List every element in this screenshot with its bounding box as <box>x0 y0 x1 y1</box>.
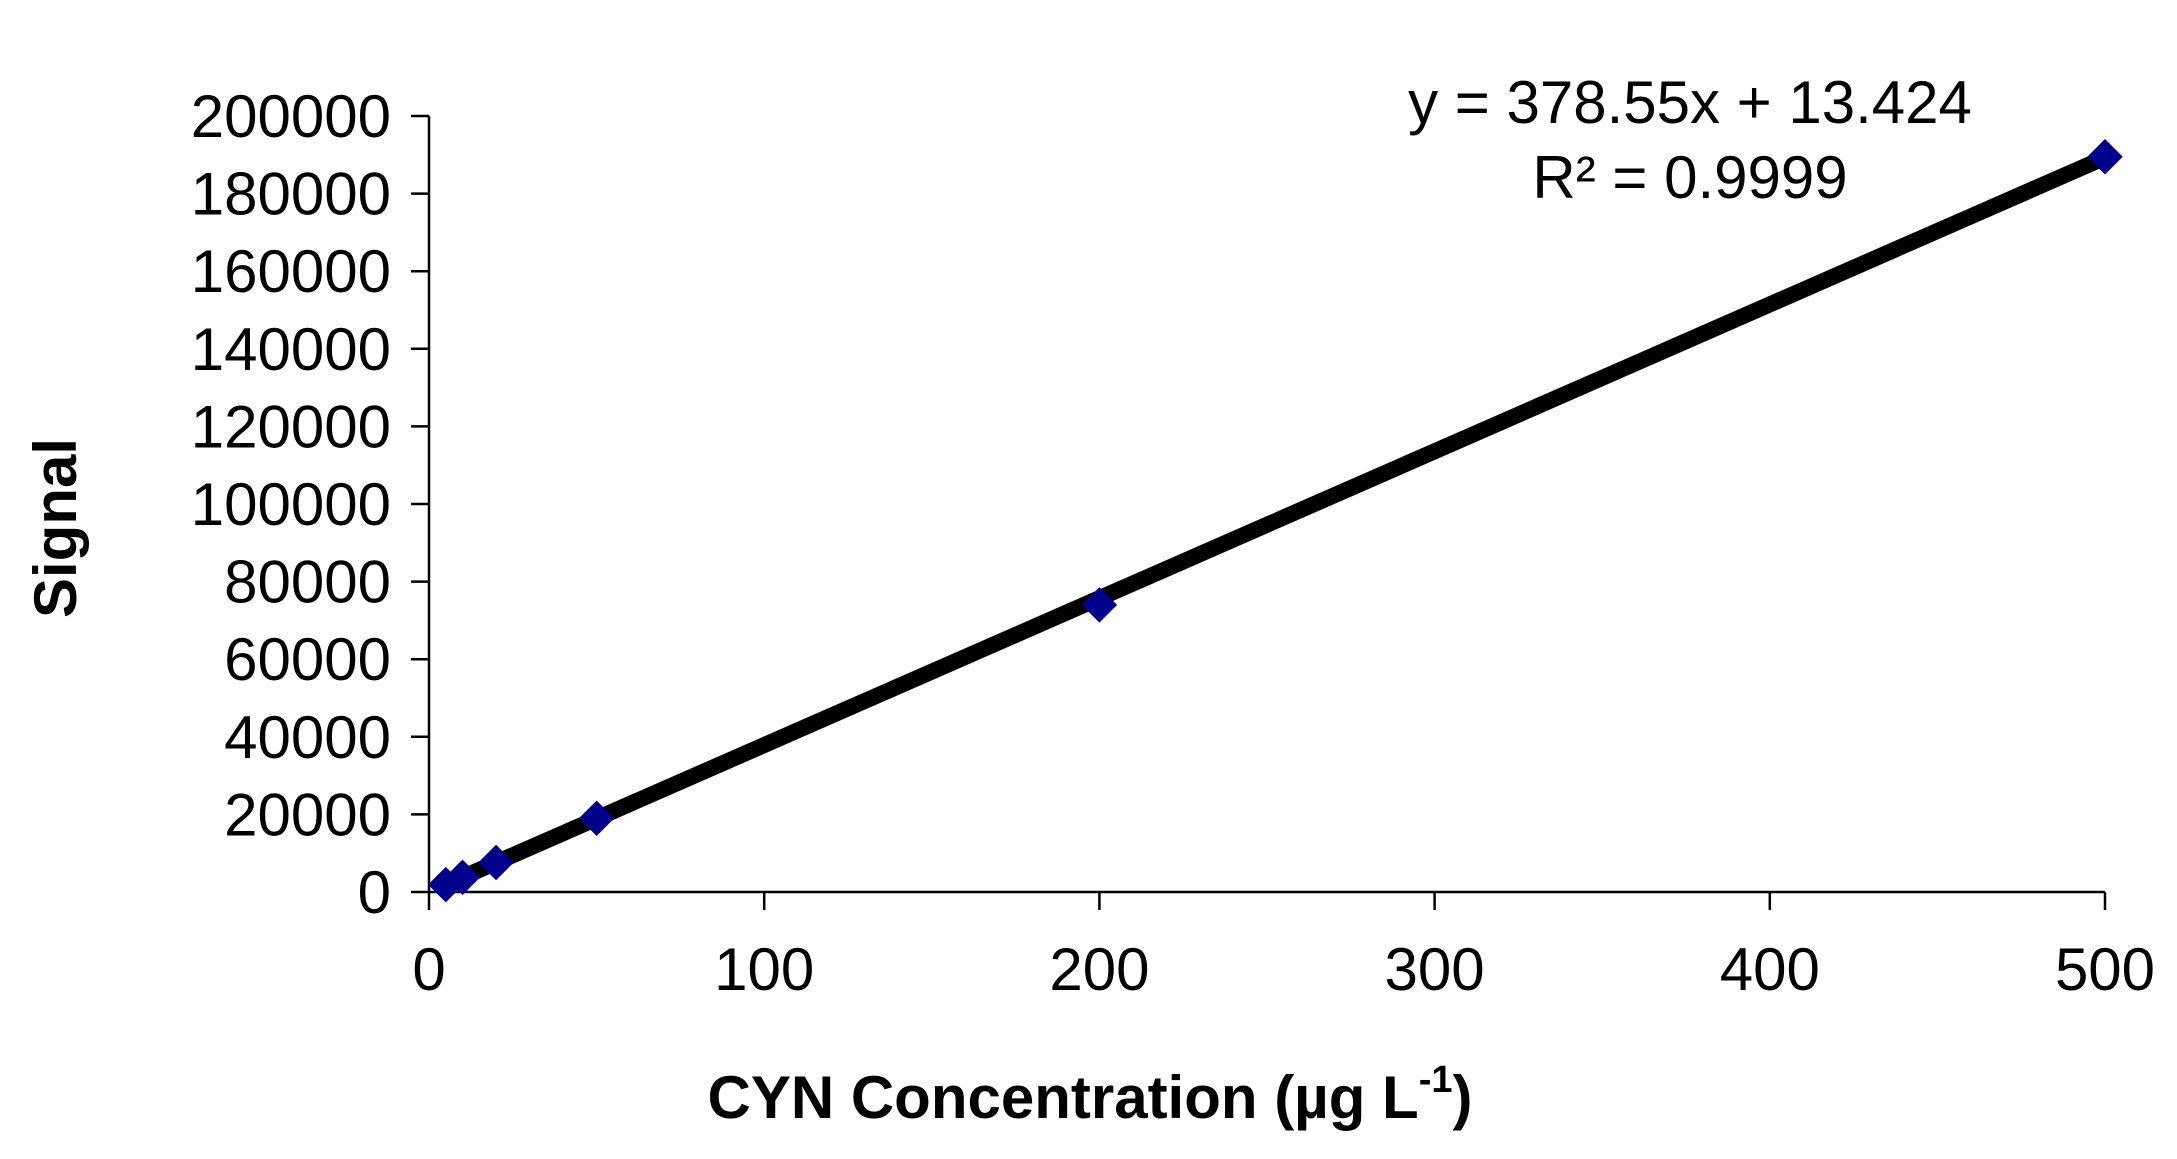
x-tick-label: 400 <box>1720 936 1820 1003</box>
x-tick-label: 500 <box>2055 936 2155 1003</box>
y-tick-label: 60000 <box>224 626 391 693</box>
trendline-layer <box>442 150 2109 892</box>
data-point <box>444 859 481 895</box>
data-point <box>1081 587 1118 623</box>
x-tick-label: 300 <box>1385 936 1485 1003</box>
y-tick-label: 40000 <box>224 704 391 771</box>
y-tick-label: 140000 <box>191 316 391 383</box>
y-tick-label: 100000 <box>191 471 391 538</box>
y-tick-label: 120000 <box>191 393 391 460</box>
axes-layer: 0 20000 40000 60000 80000 100000 120000 140000 1… <box>191 83 2155 1003</box>
trendline <box>442 150 2109 892</box>
y-tick-label: 0 <box>358 859 391 926</box>
y-tick-label: 80000 <box>224 549 391 616</box>
x-axis-title: CYN Concentration (µg L-1) <box>708 1059 1473 1131</box>
data-point <box>578 800 615 836</box>
trendline-r-squared: R² = 0.9999 <box>1532 144 1847 211</box>
x-tick-label: 100 <box>714 936 814 1003</box>
y-tick-label: 180000 <box>191 161 391 228</box>
y-tick-label: 160000 <box>191 238 391 305</box>
data-points-layer <box>428 139 2123 903</box>
x-axis-title-suffix: ) <box>1453 1064 1473 1131</box>
data-point <box>2087 139 2123 175</box>
y-axis-title: Signal <box>22 438 89 618</box>
y-tick-label: 200000 <box>191 83 391 150</box>
x-axis-title-main: CYN Concentration (µg L <box>708 1064 1419 1131</box>
trendline-equation: y = 378.55x + 13.424 <box>1408 69 1972 136</box>
data-point <box>478 844 514 881</box>
x-tick-label: 200 <box>1049 936 1149 1003</box>
y-tick-label: 20000 <box>224 781 391 848</box>
labels-layer: y = 378.55x + 13.424 R² = 0.9999 Signal … <box>22 69 1972 1131</box>
x-axis-title-superscript: -1 <box>1419 1059 1453 1101</box>
x-tick-label: 0 <box>412 936 445 1003</box>
